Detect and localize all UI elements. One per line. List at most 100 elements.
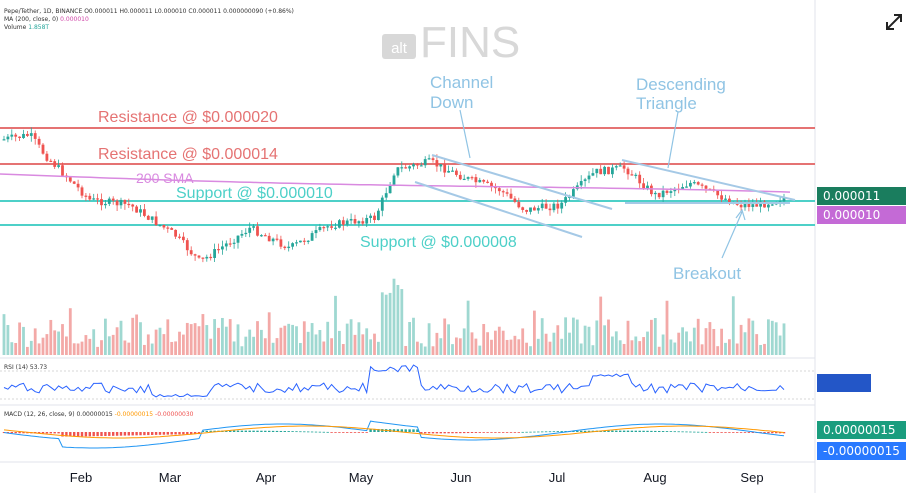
candle — [260, 235, 263, 237]
volume-bar — [334, 295, 337, 355]
ohlc-line: O0.000011 H0.000011 L0.000010 C0.000011 … — [84, 8, 294, 15]
volume-bar — [193, 323, 197, 355]
volume-bar — [373, 333, 376, 355]
volume-bar — [189, 324, 193, 355]
candle — [536, 208, 540, 211]
volume-bar — [466, 300, 470, 355]
candle — [525, 209, 528, 212]
macd-histogram-bar — [677, 431, 680, 433]
candle — [279, 239, 283, 247]
volume-bar — [123, 340, 127, 355]
candle — [650, 185, 653, 195]
candle — [490, 182, 493, 187]
candle — [185, 240, 189, 251]
watermark-prefix: alt — [391, 40, 408, 57]
macd-histogram-bar — [190, 432, 193, 435]
volume-bar — [306, 331, 310, 355]
rsi-line — [3, 364, 785, 398]
candle — [380, 197, 384, 211]
candle — [345, 220, 349, 225]
volume-bar — [80, 341, 84, 355]
volume-bar — [548, 341, 552, 355]
candle — [154, 216, 158, 226]
macd-value-1: 0.00000015 — [76, 411, 113, 418]
candle — [127, 203, 131, 206]
volume-bar — [556, 325, 560, 355]
candle — [412, 164, 415, 167]
macd-histogram-bar — [139, 432, 142, 436]
macd-histogram-bar — [45, 432, 49, 434]
candle — [61, 165, 64, 176]
volume-bar — [509, 339, 513, 355]
rsi-title: RSI (14) — [4, 364, 28, 371]
macd-histogram-bar — [513, 432, 517, 433]
candle — [18, 136, 21, 138]
breakout-pointer — [721, 211, 743, 259]
candle — [213, 249, 216, 258]
candle — [517, 201, 521, 208]
macd-histogram-bar — [392, 429, 396, 432]
candle — [322, 227, 326, 229]
volume-bar — [92, 329, 96, 355]
candle — [232, 242, 236, 244]
macd-histogram-bar — [611, 430, 614, 432]
expand-icon[interactable] — [884, 12, 904, 32]
candle — [150, 216, 154, 220]
macd-histogram-bar — [622, 430, 626, 432]
candle — [439, 164, 443, 167]
macd-histogram-bar — [334, 432, 337, 433]
macd-histogram-bar — [494, 432, 497, 433]
volume-bar — [618, 340, 622, 355]
candle — [37, 138, 41, 145]
macd-histogram-bar — [151, 432, 154, 435]
candle — [221, 246, 224, 250]
macd-histogram-bar — [556, 431, 559, 432]
candle — [248, 227, 252, 233]
month-label-apr: Apr — [256, 470, 277, 485]
candle — [665, 190, 669, 193]
candle — [435, 160, 439, 167]
macd-histogram-bar — [291, 431, 294, 432]
channel-upper-line — [431, 154, 613, 210]
candle — [388, 184, 392, 194]
macd-histogram-bar — [775, 432, 778, 434]
volume-bar — [76, 343, 80, 355]
macd-histogram-bar — [357, 432, 361, 433]
candle — [716, 190, 720, 196]
macd-histogram-bar — [264, 430, 267, 432]
candle — [189, 250, 193, 255]
macd-histogram-bar — [470, 432, 474, 433]
candle — [509, 193, 513, 199]
candle — [349, 218, 353, 221]
candle — [466, 177, 470, 179]
macd-histogram-bar — [295, 431, 298, 433]
macd-histogram-bar — [521, 431, 524, 433]
candle — [704, 185, 708, 189]
last-price-tag: 0.000011 — [817, 187, 906, 205]
volume-bar — [521, 328, 525, 355]
candle — [607, 166, 610, 175]
chart-legend: Pepe/Tether, 1D, BINANCE O0.000011 H0.00… — [4, 8, 294, 33]
macd-histogram-bar — [654, 430, 657, 432]
macd-histogram-bar — [642, 430, 645, 432]
rsi-value: 53.73 — [29, 364, 48, 371]
volume-bar — [41, 337, 45, 355]
candle — [330, 226, 333, 228]
volume-bar — [755, 334, 759, 355]
candle — [529, 207, 532, 212]
candle — [696, 182, 700, 185]
volume-bar — [533, 310, 536, 355]
volume-bar — [669, 339, 673, 355]
volume-bar — [275, 338, 279, 355]
volume-bar — [505, 339, 509, 355]
candle — [544, 203, 548, 209]
volume-bar — [622, 343, 626, 355]
volume-bar — [400, 289, 404, 355]
volume-bar — [646, 331, 649, 355]
candle — [646, 185, 649, 189]
volume-bar — [704, 328, 708, 355]
macd-histogram-bar — [303, 431, 306, 433]
macd-tag: 0.00000015 — [817, 421, 906, 439]
candle — [618, 165, 622, 167]
